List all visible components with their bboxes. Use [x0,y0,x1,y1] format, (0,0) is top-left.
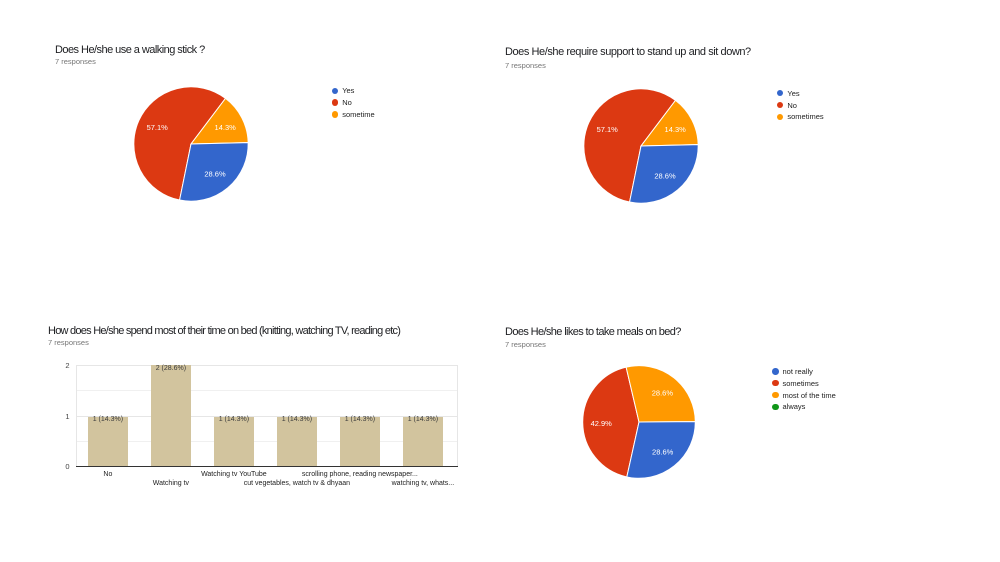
svg-text:57.1%: 57.1% [147,123,169,132]
svg-text:28.6%: 28.6% [205,170,227,179]
svg-text:28.6%: 28.6% [655,172,677,181]
svg-text:14.3%: 14.3% [665,125,687,134]
svg-text:14.3%: 14.3% [215,123,237,132]
svg-text:57.1%: 57.1% [597,125,619,134]
svg-text:28.6%: 28.6% [651,389,673,398]
svg-text:28.6%: 28.6% [652,448,674,457]
svg-text:42.9%: 42.9% [590,419,612,428]
